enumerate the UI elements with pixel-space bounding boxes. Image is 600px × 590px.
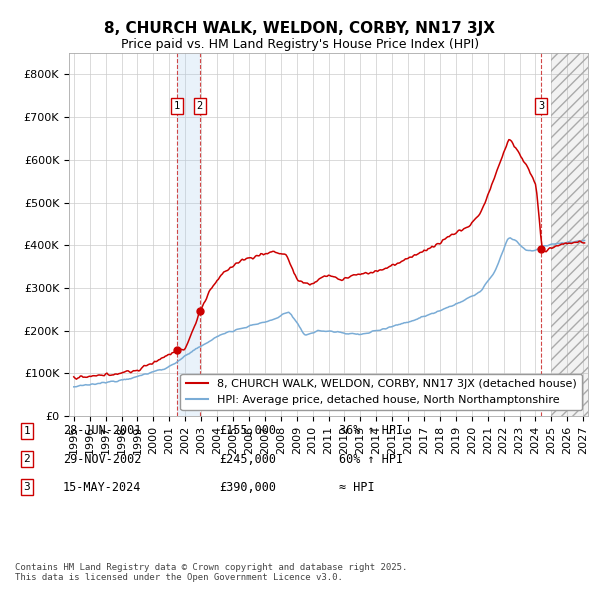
Text: Price paid vs. HM Land Registry's House Price Index (HPI): Price paid vs. HM Land Registry's House … xyxy=(121,38,479,51)
Text: 1: 1 xyxy=(23,426,31,435)
Text: £155,000: £155,000 xyxy=(219,424,276,437)
Bar xyxy=(177,53,200,416)
Text: ≈ HPI: ≈ HPI xyxy=(339,481,374,494)
Text: 3: 3 xyxy=(23,483,31,492)
Text: 15-MAY-2024: 15-MAY-2024 xyxy=(63,481,142,494)
Text: 2: 2 xyxy=(197,101,203,111)
Text: 3: 3 xyxy=(538,101,544,111)
Text: Contains HM Land Registry data © Crown copyright and database right 2025.
This d: Contains HM Land Registry data © Crown c… xyxy=(15,563,407,582)
Text: 2: 2 xyxy=(23,454,31,464)
Text: 29-NOV-2002: 29-NOV-2002 xyxy=(63,453,142,466)
Text: 1: 1 xyxy=(174,101,180,111)
Text: £390,000: £390,000 xyxy=(219,481,276,494)
Text: £245,000: £245,000 xyxy=(219,453,276,466)
Legend: 8, CHURCH WALK, WELDON, CORBY, NN17 3JX (detached house), HPI: Average price, de: 8, CHURCH WALK, WELDON, CORBY, NN17 3JX … xyxy=(181,373,583,411)
Text: 60% ↑ HPI: 60% ↑ HPI xyxy=(339,453,403,466)
Bar xyxy=(551,53,588,416)
Text: 8, CHURCH WALK, WELDON, CORBY, NN17 3JX: 8, CHURCH WALK, WELDON, CORBY, NN17 3JX xyxy=(104,21,496,35)
Text: 36% ↑ HPI: 36% ↑ HPI xyxy=(339,424,403,437)
Bar xyxy=(551,53,588,416)
Text: 28-JUN-2001: 28-JUN-2001 xyxy=(63,424,142,437)
